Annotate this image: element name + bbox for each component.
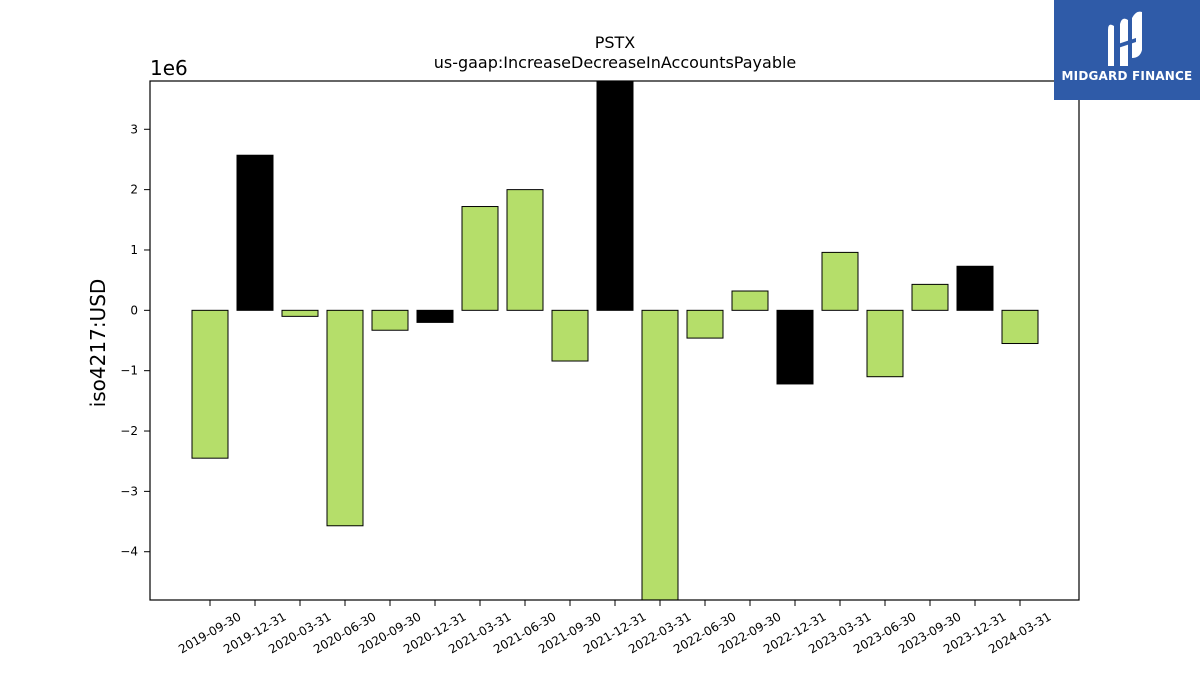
- y-tick-label: 3: [130, 122, 138, 136]
- bar-2020-03-31: [281, 309, 319, 317]
- logo-text: MIDGARD FINANCE: [1061, 69, 1193, 83]
- x-ticks-group: 2019-09-302019-12-312020-03-312020-06-30…: [176, 600, 1054, 656]
- chart-title: PSTX: [595, 33, 636, 52]
- bar-2022-06-30: [686, 309, 724, 339]
- chart-subtitle: us-gaap:IncreaseDecreaseInAccountsPayabl…: [434, 53, 797, 72]
- bars-group: [191, 80, 1039, 601]
- plot-frame: [149, 80, 1080, 601]
- y-ticks-group: 3 2 1 0 −1 −2 −3 −4: [120, 122, 150, 559]
- y-tick-label: 1: [130, 243, 138, 257]
- bar-2022-03-31: [641, 309, 679, 601]
- y-tick-label: −1: [120, 364, 138, 378]
- y-tick-label: 0: [130, 303, 138, 317]
- y-offset-label: 1e6: [150, 56, 188, 80]
- bar-2023-03-31: [821, 251, 859, 311]
- y-tick-label: 2: [130, 183, 138, 197]
- bar-2020-09-30: [371, 309, 409, 331]
- midgard-finance-logo: MIDGARD FINANCE: [1054, 0, 1200, 100]
- bar-2020-12-31: [416, 309, 454, 323]
- bar-2021-03-31: [461, 206, 499, 311]
- y-tick-label: −2: [120, 424, 138, 438]
- bar-2021-09-30: [551, 309, 589, 362]
- bar-2020-06-30: [326, 309, 364, 527]
- bar-2023-06-30: [866, 309, 904, 378]
- y-axis-label: iso4217:USD: [86, 279, 110, 408]
- bar-2023-09-30: [911, 283, 949, 311]
- y-tick-label: −3: [120, 484, 138, 498]
- bar-2024-03-31: [1001, 309, 1039, 345]
- bar-2019-12-31: [236, 154, 274, 311]
- y-tick-label: −4: [120, 545, 138, 559]
- bar-2021-06-30: [506, 189, 544, 311]
- bar-2023-12-31: [956, 265, 994, 311]
- bar-2021-12-31: [596, 80, 634, 311]
- bar-2022-12-31: [776, 309, 814, 385]
- midgard-logo-mark-icon: [1108, 11, 1142, 67]
- bar-2022-09-30: [731, 290, 769, 311]
- bar-2019-09-30: [191, 309, 229, 459]
